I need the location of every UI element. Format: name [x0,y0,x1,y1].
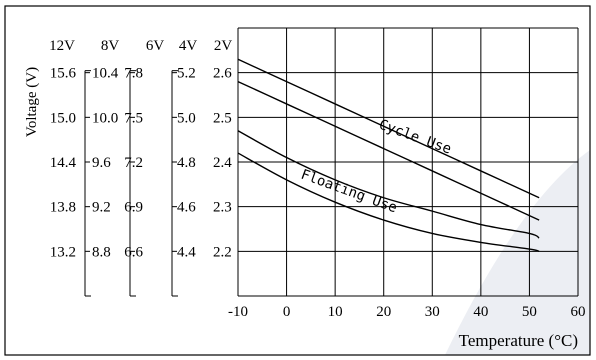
cycle-use-lower-line [237,80,540,221]
series-lines [237,58,540,253]
scale-header: 4V [179,38,198,54]
x-tick-label: 10 [328,304,343,320]
scale-value: 7.2 [124,155,143,171]
scale-header: 8V [101,38,120,54]
scale-value: 2.3 [213,200,232,216]
figure-border [4,5,591,356]
y-axis-label: Voltage (V) [24,67,40,137]
floating-use-lower-line [237,152,540,253]
scale-value: 2.4 [213,155,232,171]
x-tick-labels: -10 0 10 20 30 40 50 60 [228,304,586,320]
scale-value: 13.2 [50,244,76,260]
scale-value: 15.0 [50,110,76,126]
scale-value: 10.0 [92,110,118,126]
x-tick-label: -10 [228,304,248,320]
scale-value: 2.6 [213,66,232,82]
scale-value: 5.0 [177,110,196,126]
x-tick-label: 20 [376,304,391,320]
scale-value: 4.4 [177,244,196,260]
x-tick-label: 50 [522,304,537,320]
scale-value: 13.8 [50,200,76,216]
scale-value: 7.5 [124,110,143,126]
scale-value: 8.8 [92,244,111,260]
watermark-shape [445,150,590,355]
x-axis-label: Temperature (°C) [459,331,578,350]
scale-value: 10.4 [92,66,119,82]
scale-value: 5.2 [177,66,196,82]
cycle-use-upper-line [237,58,540,199]
scale-value: 14.4 [50,155,77,171]
scale-value: 2.5 [213,110,232,126]
scale-value: 9.6 [92,155,111,171]
scale-value: 4.8 [177,155,196,171]
scale-header: 2V [214,38,233,54]
x-tick-label: 0 [283,304,291,320]
x-tick-label: 60 [571,304,586,320]
scale-value: 2.2 [213,244,232,260]
scale-header: 6V [146,38,165,54]
scale-header: 12V [49,38,75,54]
scale-value: 9.2 [92,200,111,216]
cycle-use-label: Cycle Use [377,117,454,158]
scale-value: 6.9 [124,200,143,216]
floating-use-upper-line [237,130,540,239]
scale-value: 6.6 [124,244,143,260]
x-tick-label: 40 [473,304,488,320]
voltage-scales: 12V 8V 6V 4V 2V 15.6 10.4 7.8 5.2 2.6 15.0 10.0 7.5 5… [49,38,233,297]
scale-value: 4.6 [177,200,196,216]
scale-value: 15.6 [50,66,77,82]
scale-value: 7.8 [124,66,143,82]
x-tick-label: 30 [425,304,440,320]
